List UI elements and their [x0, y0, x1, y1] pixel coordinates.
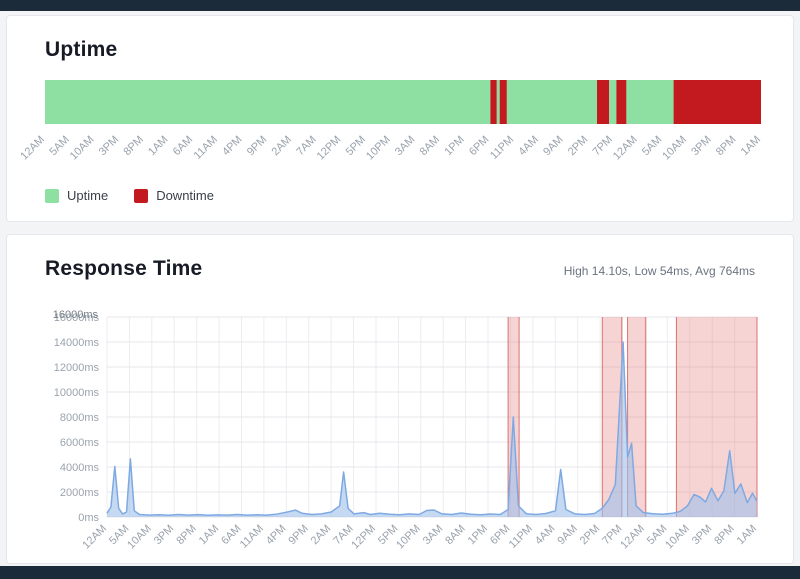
uptime-swatch — [45, 188, 59, 203]
response-x-label: 11AM — [238, 523, 266, 551]
uptime-x-label: 2PM — [566, 134, 590, 158]
top-chrome-bar — [0, 0, 800, 11]
uptime-x-label: 1AM — [739, 134, 763, 158]
uptime-x-label: 10AM — [660, 134, 689, 163]
uptime-x-label: 4PM — [220, 134, 244, 158]
response-x-label: 10PM — [394, 523, 423, 552]
response-y-label: 0ms — [78, 512, 99, 524]
response-x-label: 1PM — [466, 523, 490, 547]
response-x-label: 2PM — [578, 523, 602, 547]
uptime-title: Uptime — [45, 38, 118, 61]
uptime-x-label: 10AM — [68, 134, 97, 163]
response-time-card: Response Time High 14.10s, Low 54ms, Avg… — [6, 234, 794, 564]
uptime-x-label: 9PM — [245, 134, 269, 158]
uptime-legend: Uptime Downtime — [45, 188, 755, 203]
uptime-x-label: 12PM — [315, 134, 344, 163]
uptime-segment-down[interactable] — [499, 80, 507, 124]
uptime-card: Uptime 12AM 5AM 10AM 3PM 8PM 1AM 6AM 11AM 4PM 9PM… — [6, 15, 794, 222]
response-x-label: 1AM — [197, 523, 221, 547]
response-x-label: 8PM — [174, 523, 198, 547]
response-x-label: 12PM — [349, 523, 378, 552]
uptime-x-label: 1PM — [442, 134, 466, 158]
uptime-x-label: 11AM — [192, 134, 220, 162]
uptime-segment-down[interactable] — [673, 80, 761, 124]
uptime-segment-up[interactable] — [609, 80, 617, 124]
response-x-label: 9PM — [286, 523, 310, 547]
response-x-label: 11PM — [507, 523, 535, 551]
response-x-label: 3PM — [690, 523, 714, 547]
legend-item-uptime[interactable]: Uptime — [45, 188, 108, 203]
uptime-x-label: 1AM — [146, 134, 170, 158]
uptime-x-label: 11PM — [488, 134, 516, 162]
response-y-label: 2000ms — [60, 487, 100, 499]
downtime-swatch — [134, 188, 149, 203]
uptime-x-label: 9AM — [541, 134, 565, 158]
response-x-label: 4AM — [533, 523, 557, 547]
uptime-x-label: 4AM — [516, 134, 540, 158]
response-time-chart[interactable]: 12AM5AM10AM3PM8PM1AM6AM11AM4PM9PM2AM7AM1… — [45, 305, 761, 555]
uptime-x-label: 2AM — [270, 134, 294, 158]
response-x-label: 8PM — [712, 523, 736, 547]
response-y-label: 4000ms — [60, 462, 100, 474]
response-time-stats: High 14.10s, Low 54ms, Avg 764ms — [563, 264, 755, 278]
uptime-segment-down[interactable] — [616, 80, 627, 124]
uptime-segment-up[interactable] — [506, 80, 597, 124]
uptime-x-label: 12AM — [611, 134, 640, 163]
bottom-chrome-bar — [0, 566, 800, 579]
uptime-x-label: 10PM — [364, 134, 393, 163]
uptime-segment-up[interactable] — [626, 80, 674, 124]
uptime-x-label: 8PM — [121, 134, 145, 158]
response-y-label: 6000ms — [60, 437, 100, 449]
response-y-label: 16000ms — [54, 312, 100, 324]
uptime-x-label: 3PM — [97, 134, 121, 158]
uptime-segment-down[interactable] — [597, 80, 610, 124]
response-x-label: 9AM — [555, 523, 579, 547]
uptime-segment-up[interactable] — [45, 80, 491, 124]
uptime-segment-down[interactable] — [490, 80, 497, 124]
uptime-x-label: 3AM — [393, 134, 417, 158]
response-x-label: 3AM — [421, 523, 445, 547]
response-y-label-overlap: 16000ms — [53, 309, 99, 321]
response-time-title: Response Time — [45, 257, 203, 280]
response-x-label: 1AM — [735, 523, 759, 547]
response-x-label: 4PM — [264, 523, 288, 547]
response-x-label: 3PM — [152, 523, 176, 547]
response-x-label: 12AM — [618, 523, 647, 552]
response-x-label: 2AM — [309, 523, 333, 547]
legend-item-downtime[interactable]: Downtime — [134, 188, 214, 203]
response-area-fill — [107, 342, 757, 517]
uptime-legend-label: Uptime — [67, 188, 109, 203]
uptime-segment-up[interactable] — [496, 80, 500, 124]
response-line — [106, 341, 758, 517]
response-y-label: 12000ms — [54, 362, 100, 374]
uptime-x-label: 3PM — [689, 134, 713, 158]
uptime-x-label: 12AM — [18, 134, 47, 163]
response-x-label: 8AM — [443, 523, 467, 547]
downtime-band — [676, 317, 757, 517]
response-x-label: 10AM — [663, 523, 692, 552]
response-y-label: 10000ms — [54, 387, 100, 399]
downtime-legend-label: Downtime — [156, 188, 214, 203]
response-x-label: 12AM — [80, 523, 109, 552]
response-y-label: 8000ms — [60, 412, 100, 424]
response-y-label: 14000ms — [54, 337, 100, 349]
uptime-x-label: 8AM — [418, 134, 442, 158]
uptime-x-label: 8PM — [714, 134, 738, 158]
response-x-label: 10AM — [125, 523, 154, 552]
